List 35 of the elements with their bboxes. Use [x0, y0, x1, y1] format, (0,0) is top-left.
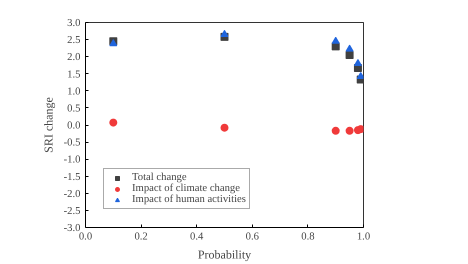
x-tick-label: 0.6: [246, 232, 260, 242]
point: [346, 50, 354, 59]
y-tick-label: 2.0: [67, 52, 81, 64]
y-tick-label: 3.0: [67, 18, 81, 29]
y-tick-label: 1.0: [67, 86, 81, 98]
point: [356, 125, 364, 134]
y-tick-label: -1.5: [64, 172, 81, 183]
point: [354, 58, 362, 66]
point: [332, 126, 340, 135]
y-tick-label: -0.5: [64, 138, 81, 149]
x-tick-label: 0.8: [301, 232, 315, 242]
y-tick-label: -2.5: [64, 206, 81, 217]
y-tick-label: 2.5: [67, 35, 81, 46]
x-tick-label: 0.4: [190, 232, 204, 242]
y-tick-label: -3.0: [64, 223, 81, 234]
point: [109, 118, 118, 127]
x-tick-label: 1.0: [356, 232, 370, 242]
point: [332, 36, 340, 44]
y-tick-label: -1.0: [64, 154, 81, 166]
legend-label: Impact of human activities: [132, 194, 246, 205]
y-tick-label: 1.5: [67, 69, 81, 80]
point: [346, 44, 354, 52]
legend-label: Total change: [132, 172, 187, 183]
y-tick-label: 0.0: [67, 120, 81, 132]
x-tick-label: 0.0: [78, 232, 92, 242]
y-tick-label: -2.0: [64, 188, 81, 200]
x-axis-title: Probability: [198, 248, 252, 262]
legend-label: Impact of climate change: [132, 183, 240, 194]
y-tick-label: 0.5: [67, 103, 81, 114]
y-axis-title: SRI change: [42, 97, 56, 153]
point: [356, 72, 364, 80]
x-tick-label: 0.2: [134, 232, 148, 242]
point: [220, 30, 228, 37]
point: [346, 126, 354, 135]
point: [220, 124, 228, 132]
